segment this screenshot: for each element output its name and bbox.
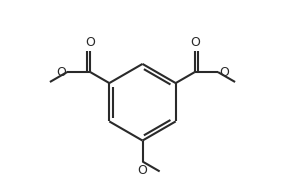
Text: O: O — [56, 66, 66, 79]
Text: O: O — [138, 164, 147, 177]
Text: O: O — [190, 36, 200, 49]
Text: O: O — [85, 36, 95, 49]
Text: O: O — [219, 66, 229, 79]
